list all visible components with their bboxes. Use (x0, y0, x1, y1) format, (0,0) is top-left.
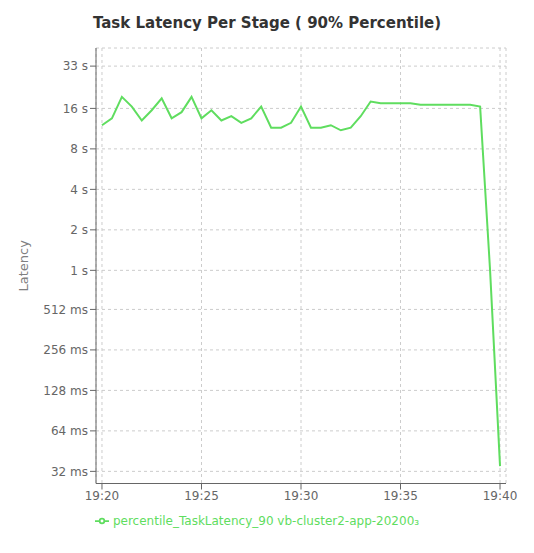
svg-text:32 ms: 32 ms (51, 465, 88, 479)
html-text:Task Latency Per Stage ( 90% P: Task Latency Per Stage ( 90% Percentile) (92, 14, 442, 32)
svg-text:16 s: 16 s (63, 102, 88, 116)
svg-text:8 s: 8 s (70, 142, 88, 156)
svg-text:64 ms: 64 ms (51, 424, 88, 438)
svg-text:19:30: 19:30 (284, 489, 319, 503)
svg-text:128 ms: 128 ms (43, 384, 88, 398)
svg-text:2 s: 2 s (70, 223, 88, 237)
svg-text:19:20: 19:20 (85, 489, 120, 503)
html-text:percentile_TaskLatency_90 vb-c: percentile_TaskLatency_90 vb-cluster2-ap… (112, 513, 420, 528)
svg-text:19:40: 19:40 (483, 489, 518, 503)
svg-text:19:25: 19:25 (184, 489, 219, 503)
svg-text:Latency: Latency (16, 240, 31, 292)
svg-text:4 s: 4 s (70, 183, 88, 197)
svg-text:33 s: 33 s (63, 59, 88, 73)
svg-text:512 ms: 512 ms (43, 303, 88, 317)
svg-text:1 s: 1 s (70, 264, 88, 278)
svg-text:256 ms: 256 ms (43, 343, 88, 357)
svg-text:19:35: 19:35 (383, 489, 418, 503)
